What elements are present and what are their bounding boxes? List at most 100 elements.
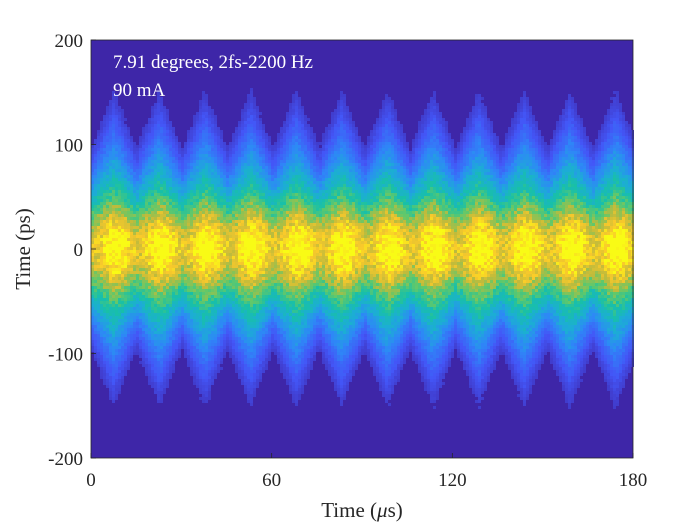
heatmap-cell [250, 346, 253, 349]
heatmap-cell [103, 379, 106, 382]
heatmap-cell [163, 208, 166, 211]
heatmap-cell [166, 373, 169, 376]
heatmap-cell [139, 361, 142, 364]
heatmap-cell [226, 232, 229, 235]
heatmap-cell [157, 397, 160, 400]
heatmap-cell [127, 244, 130, 247]
heatmap-cell [250, 253, 253, 256]
heatmap-cell [190, 271, 193, 274]
heatmap-cell [151, 334, 154, 337]
heatmap-cell [133, 196, 136, 199]
heatmap-cell [202, 199, 205, 202]
heatmap-cell [193, 307, 196, 310]
heatmap-cell [133, 145, 136, 148]
heatmap-cell [241, 361, 244, 364]
heatmap-cell [229, 325, 232, 328]
heatmap-cell [232, 181, 235, 184]
heatmap-cell [157, 112, 160, 115]
heatmap-cell [262, 211, 265, 214]
heatmap-cell [253, 283, 256, 286]
heatmap-cell [112, 154, 115, 157]
heatmap-cell [217, 232, 220, 235]
heatmap-cell [238, 124, 241, 127]
heatmap-cell [253, 184, 256, 187]
heatmap-cell [217, 301, 220, 304]
heatmap-cell [91, 295, 94, 298]
heatmap-cell [244, 166, 247, 169]
heatmap-cell [196, 319, 199, 322]
heatmap-cell [118, 202, 121, 205]
heatmap-cell [109, 142, 112, 145]
heatmap-cell [145, 178, 148, 181]
heatmap-cell [109, 139, 112, 142]
heatmap-cell [154, 211, 157, 214]
heatmap-cell [160, 112, 163, 115]
heatmap-cell [220, 136, 223, 139]
heatmap-cell [91, 265, 94, 268]
heatmap-cell [238, 367, 241, 370]
heatmap-cell [115, 115, 118, 118]
heatmap-cell [199, 124, 202, 127]
heatmap-cell [199, 292, 202, 295]
heatmap-cell [196, 127, 199, 130]
heatmap-cell [202, 184, 205, 187]
heatmap-cell [172, 313, 175, 316]
heatmap-cell [103, 367, 106, 370]
heatmap-cell [100, 337, 103, 340]
heatmap-cell [256, 241, 259, 244]
heatmap-cell [184, 199, 187, 202]
heatmap-cell [112, 193, 115, 196]
heatmap-cell [133, 205, 136, 208]
heatmap-cell [130, 298, 133, 301]
heatmap-cell [190, 283, 193, 286]
heatmap-cell [115, 256, 118, 259]
heatmap-cell [121, 346, 124, 349]
heatmap-cell [154, 340, 157, 343]
heatmap-cell [121, 262, 124, 265]
heatmap-cell [205, 196, 208, 199]
heatmap-cell [199, 391, 202, 394]
heatmap-cell [223, 304, 226, 307]
heatmap-cell [256, 370, 259, 373]
heatmap-cell [166, 181, 169, 184]
heatmap-cell [184, 247, 187, 250]
heatmap-cell [118, 232, 121, 235]
heatmap-cell [187, 193, 190, 196]
heatmap-cell [247, 250, 250, 253]
heatmap-cell [211, 373, 214, 376]
heatmap-cell [154, 181, 157, 184]
heatmap-cell [106, 193, 109, 196]
heatmap-cell [259, 235, 262, 238]
heatmap-cell [181, 346, 184, 349]
heatmap-cell [193, 136, 196, 139]
heatmap-cell [124, 148, 127, 151]
heatmap-cell [256, 310, 259, 313]
heatmap-cell [157, 280, 160, 283]
heatmap-cell [178, 346, 181, 349]
heatmap-cell [235, 286, 238, 289]
heatmap-cell [196, 142, 199, 145]
heatmap-cell [199, 346, 202, 349]
heatmap-cell [184, 340, 187, 343]
heatmap-cell [241, 334, 244, 337]
heatmap-cell [220, 130, 223, 133]
heatmap-cell [91, 241, 94, 244]
heatmap-cell [160, 124, 163, 127]
heatmap-cell [208, 205, 211, 208]
heatmap-cell [214, 241, 217, 244]
heatmap-cell [181, 319, 184, 322]
heatmap-cell [151, 298, 154, 301]
heatmap-cell [142, 139, 145, 142]
heatmap-cell [208, 382, 211, 385]
heatmap-cell [208, 355, 211, 358]
heatmap-cell [118, 334, 121, 337]
heatmap-cell [169, 376, 172, 379]
heatmap-cell [178, 178, 181, 181]
heatmap-cell [163, 190, 166, 193]
heatmap-cell [199, 358, 202, 361]
heatmap-cell [178, 244, 181, 247]
heatmap-cell [154, 253, 157, 256]
heatmap-cell [160, 235, 163, 238]
heatmap-cell [166, 331, 169, 334]
heatmap-cell [196, 292, 199, 295]
